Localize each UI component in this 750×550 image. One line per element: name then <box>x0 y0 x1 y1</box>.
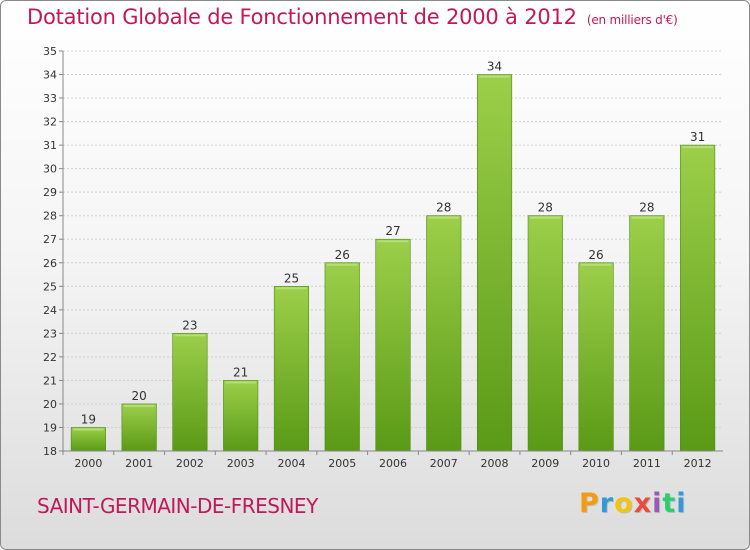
value-label-2008: 34 <box>487 60 502 74</box>
x-tick-label: 2006 <box>379 457 407 470</box>
value-label-2000: 19 <box>81 412 96 426</box>
value-label-2004: 25 <box>284 271 299 285</box>
logo-letter: P <box>579 488 600 519</box>
x-tick-label: 2007 <box>430 457 458 470</box>
y-tick-label: 35 <box>43 45 57 58</box>
value-label-2002: 23 <box>182 318 197 332</box>
x-tick-label: 2011 <box>633 457 661 470</box>
x-tick-label: 2010 <box>582 457 610 470</box>
value-label-2009: 28 <box>538 201 553 215</box>
y-tick-label: 34 <box>43 69 57 82</box>
y-tick-label: 21 <box>43 374 57 387</box>
x-tick-label: 2012 <box>684 457 712 470</box>
value-label-2006: 27 <box>385 224 400 238</box>
bar-2001 <box>121 403 157 452</box>
bar-highlight <box>276 287 307 290</box>
logo-letter: o <box>614 488 634 519</box>
bar-2010 <box>578 262 614 452</box>
y-tick-label: 23 <box>43 327 57 340</box>
bar-highlight <box>123 404 155 407</box>
bar-2006 <box>375 238 411 452</box>
value-label-2001: 20 <box>132 389 147 403</box>
x-tick-label: 2008 <box>481 457 509 470</box>
y-tick-label: 27 <box>43 233 57 246</box>
bar-highlight <box>174 334 206 337</box>
bar-highlight <box>530 216 561 219</box>
y-tick-label: 32 <box>43 116 57 129</box>
value-label-2012: 31 <box>690 130 705 144</box>
logo-letter: i <box>652 488 663 519</box>
logo-letter: i <box>676 488 687 519</box>
value-label-2005: 26 <box>335 248 350 262</box>
bar-highlight <box>682 146 713 149</box>
commune-name: SAINT-GERMAIN-DE-FRESNEY <box>37 494 318 518</box>
y-tick-label: 31 <box>43 139 57 152</box>
bar-2002 <box>172 333 208 452</box>
unit-note: (en milliers d'€) <box>586 13 678 27</box>
bar-highlight <box>631 216 663 219</box>
bar-2011 <box>629 215 665 452</box>
value-label-2007: 28 <box>436 201 451 215</box>
proxiti-logo[interactable]: Proxiti <box>579 488 687 519</box>
bar-highlight <box>225 381 256 384</box>
x-tick-label: 2004 <box>277 457 305 470</box>
x-tick-label: 2000 <box>74 457 102 470</box>
y-tick-label: 18 <box>43 445 57 458</box>
y-tick-label: 19 <box>43 421 57 434</box>
y-tick-label: 26 <box>43 257 57 270</box>
y-tick-label: 24 <box>43 304 57 317</box>
logo-letter: r <box>599 488 615 519</box>
bar-2007 <box>426 215 462 452</box>
y-tick-label: 33 <box>43 92 57 105</box>
bar-2000 <box>70 427 106 452</box>
bar-highlight <box>479 75 510 78</box>
x-tick-label: 2003 <box>227 457 255 470</box>
bar-highlight <box>377 240 409 243</box>
axes: 18 19 20 21 22 23 24 25 26 27 28 29 30 31 32 33 34 35 2000… <box>43 45 723 470</box>
bars-group: 19 20 23 21 25 26 27 28 34 28 26 28 31 <box>70 60 716 452</box>
chart-title: Dotation Globale de Fonctionnement de 20… <box>27 5 678 29</box>
bar-2009 <box>527 215 563 452</box>
bar-highlight <box>580 263 612 266</box>
bar-highlight <box>326 263 358 266</box>
y-tick-label: 28 <box>43 210 57 223</box>
bar-2004 <box>273 285 310 452</box>
logo-letter: x <box>633 488 653 519</box>
y-tick-label: 29 <box>43 186 57 199</box>
bar-2012 <box>680 144 716 452</box>
value-label-2011: 28 <box>639 201 654 215</box>
value-label-2003: 21 <box>233 365 248 379</box>
bar-highlight <box>428 216 460 219</box>
bar-highlight <box>73 428 104 431</box>
y-tick-label: 25 <box>43 280 57 293</box>
logo-letter: t <box>662 488 677 519</box>
bar-2003 <box>223 380 259 452</box>
chart-title-text: Dotation Globale de Fonctionnement de 20… <box>27 5 577 29</box>
x-tick-label: 2001 <box>125 457 153 470</box>
x-tick-label: 2009 <box>531 457 559 470</box>
y-tick-label: 20 <box>43 398 57 411</box>
y-tick-label: 22 <box>43 351 57 364</box>
x-tick-label: 2002 <box>176 457 204 470</box>
x-tick-label: 2005 <box>328 457 356 470</box>
bar-2008 <box>476 74 513 452</box>
bar-2005 <box>324 262 360 452</box>
value-label-2010: 26 <box>588 248 603 262</box>
y-tick-label: 30 <box>43 163 57 176</box>
